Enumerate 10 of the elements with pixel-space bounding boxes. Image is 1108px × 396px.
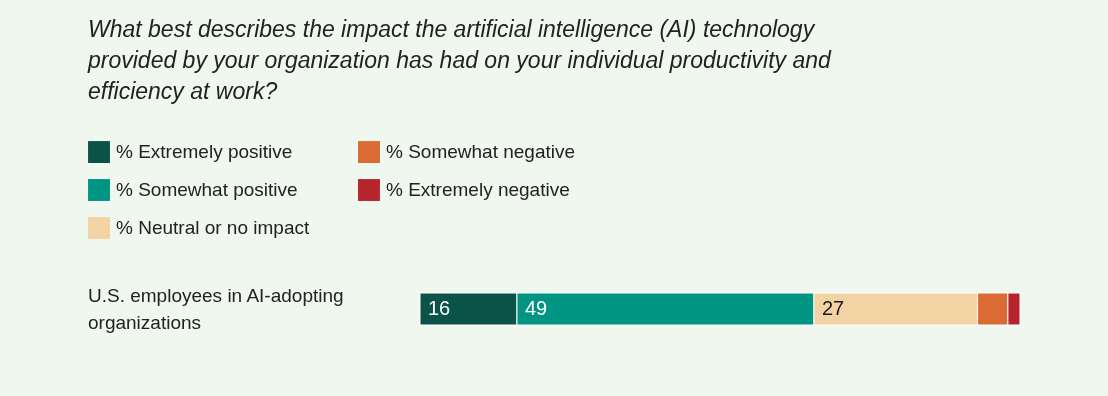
legend-label: % Extremely negative [386,179,570,200]
data-label: 16 [428,297,451,319]
data-label: 49 [524,297,548,319]
y-tick-label: U.S. employees in AI-adopting organizations [88,285,344,333]
legend-label: % Extremely positive [116,141,293,163]
legend-label: % Somewhat positive [116,179,298,200]
legend-label: % Somewhat negative [386,141,576,163]
chart-title: What best describes the impact the artificial intelligence (AI) technology provided by your organization has had on your individual productivity and efficiency at work? [87,16,833,104]
data-label: 27 [821,297,845,319]
legend-label: % Neutral or no impact [116,217,310,238]
